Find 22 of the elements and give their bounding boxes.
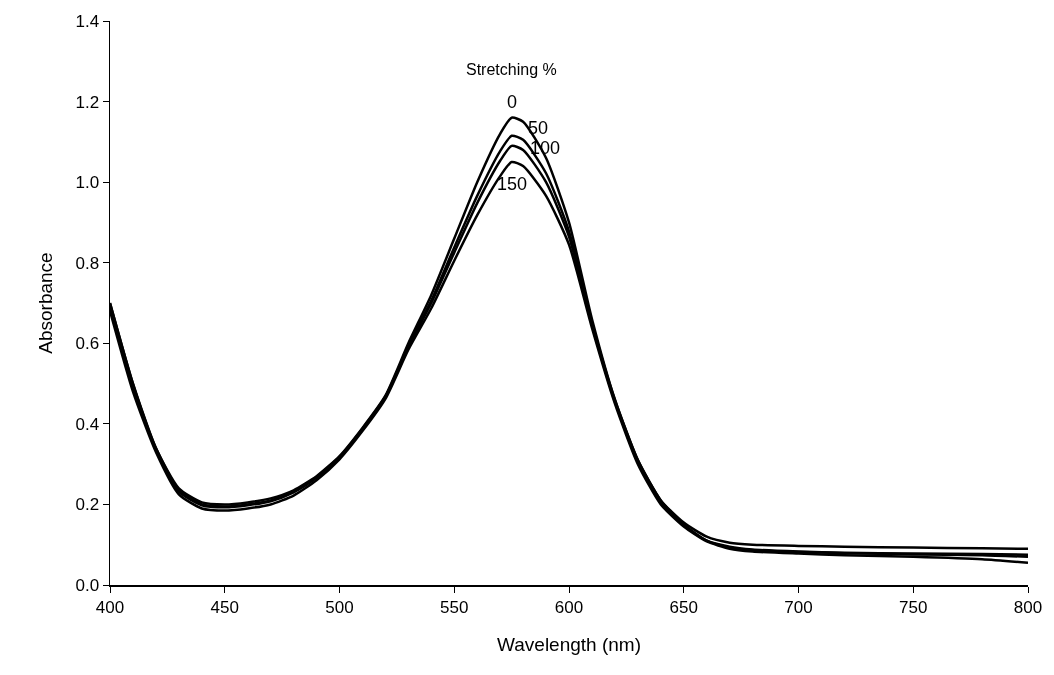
y-axis-title: Absorbance xyxy=(34,252,56,354)
y-tick-label: 0.0 xyxy=(75,575,100,595)
x-tick-label: 450 xyxy=(210,597,239,617)
x-axis-title: Wavelength (nm) xyxy=(497,634,641,656)
y-tick-label: 0.2 xyxy=(75,495,100,515)
y-tick-label: 1.0 xyxy=(75,173,100,193)
y-tick-label: 0.6 xyxy=(75,334,100,354)
y-tick-label: 1.4 xyxy=(75,11,100,31)
y-tick-label: 0.8 xyxy=(75,253,100,273)
series-label: 150 xyxy=(497,174,528,194)
x-tick-label: 750 xyxy=(899,597,928,617)
x-tick-label: 600 xyxy=(554,597,584,617)
x-tick-label: 550 xyxy=(440,597,469,617)
x-tick-label: 650 xyxy=(669,597,698,617)
x-tick-label: 700 xyxy=(784,597,813,617)
legend-title: Stretching % xyxy=(466,61,557,78)
y-tick-label: 0.4 xyxy=(75,414,100,434)
x-tick-label: 800 xyxy=(1013,597,1043,617)
x-tick-label: 400 xyxy=(95,597,125,617)
series-label: 0 xyxy=(507,92,518,112)
x-tick-label: 500 xyxy=(325,597,354,617)
y-tick-label: 1.2 xyxy=(75,92,100,112)
